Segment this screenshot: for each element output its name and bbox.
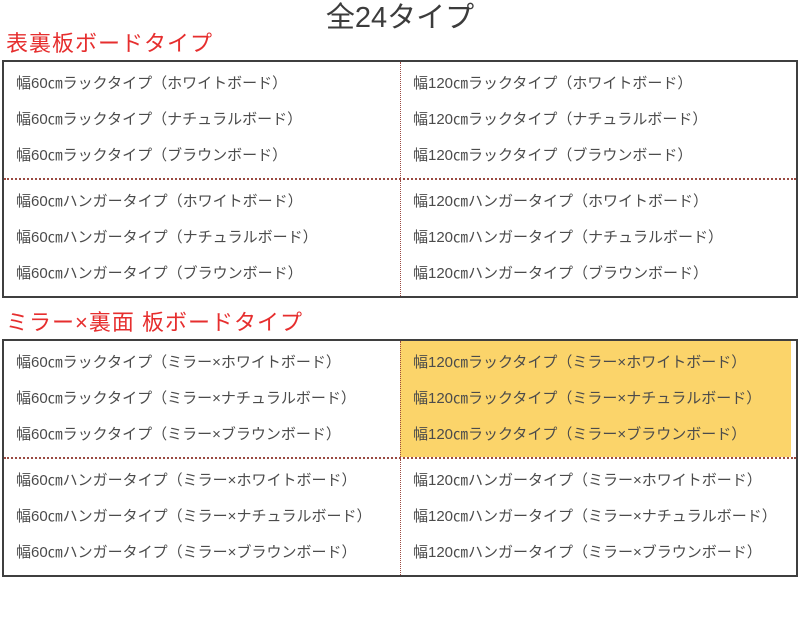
cell-w60-hanger: 幅60㎝ハンガータイプ（ホワイトボード） 幅60㎝ハンガータイプ（ナチュラルボー… bbox=[4, 180, 400, 296]
block-mirror-rack-types: 幅60㎝ラックタイプ（ミラー×ホワイトボード） 幅60㎝ラックタイプ（ミラー×ナ… bbox=[4, 340, 796, 457]
block-mirror-hanger-types: 幅60㎝ハンガータイプ（ミラー×ホワイトボード） 幅60㎝ハンガータイプ（ミラー… bbox=[4, 456, 796, 575]
type-table-mirror-board: 幅60㎝ラックタイプ（ミラー×ホワイトボード） 幅60㎝ラックタイプ（ミラー×ナ… bbox=[2, 338, 798, 577]
type-item: 幅60㎝ラックタイプ（ミラー×ナチュラルボード） bbox=[16, 389, 356, 407]
type-item: 幅120㎝ラックタイプ（ブラウンボード） bbox=[413, 146, 693, 164]
type-item: 幅60㎝ラックタイプ（ブラウンボード） bbox=[16, 146, 288, 164]
type-item: 幅60㎝ラックタイプ（ナチュラルボード） bbox=[16, 110, 303, 128]
type-item: 幅120㎝ハンガータイプ（ナチュラルボード） bbox=[413, 228, 724, 246]
block-hanger-types: 幅60㎝ハンガータイプ（ホワイトボード） 幅60㎝ハンガータイプ（ナチュラルボー… bbox=[4, 177, 796, 296]
cell-w120-rack: 幅120㎝ラックタイプ（ホワイトボード） 幅120㎝ラックタイプ（ナチュラルボー… bbox=[400, 61, 796, 178]
page-title: 全24タイプ bbox=[325, 2, 475, 34]
cell-w60-mirror-rack: 幅60㎝ラックタイプ（ミラー×ホワイトボード） 幅60㎝ラックタイプ（ミラー×ナ… bbox=[4, 341, 400, 457]
type-item: 幅120㎝ハンガータイプ（ミラー×ブラウンボード） bbox=[413, 543, 762, 561]
type-item: 幅120㎝ラックタイプ（ミラー×ホワイトボード） bbox=[413, 353, 747, 371]
type-item: 幅120㎝ハンガータイプ（ミラー×ナチュラルボード） bbox=[413, 507, 777, 525]
type-item: 幅120㎝ハンガータイプ（ミラー×ホワイトボード） bbox=[413, 471, 762, 489]
type-item: 幅120㎝ハンガータイプ（ブラウンボード） bbox=[413, 264, 709, 282]
type-item: 幅60㎝ハンガータイプ（ホワイトボード） bbox=[16, 192, 303, 210]
cell-w120-mirror-rack-highlighted: 幅120㎝ラックタイプ（ミラー×ホワイトボード） 幅120㎝ラックタイプ（ミラー… bbox=[400, 340, 796, 457]
type-item: 幅60㎝ハンガータイプ（ミラー×ブラウンボード） bbox=[16, 543, 357, 561]
type-item: 幅60㎝ハンガータイプ（ミラー×ナチュラルボード） bbox=[16, 507, 372, 525]
section-heading-mirror-board: ミラー×裏面 板ボードタイプ bbox=[6, 309, 303, 335]
cell-w60-mirror-hanger: 幅60㎝ハンガータイプ（ミラー×ホワイトボード） 幅60㎝ハンガータイプ（ミラー… bbox=[4, 459, 400, 575]
type-item: 幅60㎝ハンガータイプ（ブラウンボード） bbox=[16, 264, 303, 282]
type-item: 幅60㎝ハンガータイプ（ミラー×ホワイトボード） bbox=[16, 471, 357, 489]
cell-w60-rack: 幅60㎝ラックタイプ（ホワイトボード） 幅60㎝ラックタイプ（ナチュラルボード）… bbox=[4, 62, 400, 178]
type-item: 幅60㎝ラックタイプ（ホワイトボード） bbox=[16, 74, 288, 92]
type-item: 幅120㎝ラックタイプ（ホワイトボード） bbox=[413, 74, 693, 92]
cell-w120-hanger: 幅120㎝ハンガータイプ（ホワイトボード） 幅120㎝ハンガータイプ（ナチュラル… bbox=[400, 179, 796, 296]
cell-w120-mirror-hanger: 幅120㎝ハンガータイプ（ミラー×ホワイトボード） 幅120㎝ハンガータイプ（ミ… bbox=[400, 458, 796, 575]
type-item: 幅120㎝ラックタイプ（ミラー×ナチュラルボード） bbox=[413, 389, 762, 407]
type-item: 幅120㎝ハンガータイプ（ホワイトボード） bbox=[413, 192, 709, 210]
block-rack-types: 幅60㎝ラックタイプ（ホワイトボード） 幅60㎝ラックタイプ（ナチュラルボード）… bbox=[4, 61, 796, 178]
type-item: 幅120㎝ラックタイプ（ミラー×ブラウンボード） bbox=[413, 425, 747, 443]
type-item: 幅60㎝ラックタイプ（ミラー×ブラウンボード） bbox=[16, 425, 341, 443]
type-table-front-back-board: 幅60㎝ラックタイプ（ホワイトボード） 幅60㎝ラックタイプ（ナチュラルボード）… bbox=[2, 59, 798, 298]
type-item: 幅60㎝ハンガータイプ（ナチュラルボード） bbox=[16, 228, 318, 246]
type-item: 幅120㎝ラックタイプ（ナチュラルボード） bbox=[413, 110, 708, 128]
type-item: 幅60㎝ラックタイプ（ミラー×ホワイトボード） bbox=[16, 353, 341, 371]
section-heading-front-back-board: 表裏板ボードタイプ bbox=[6, 31, 214, 57]
